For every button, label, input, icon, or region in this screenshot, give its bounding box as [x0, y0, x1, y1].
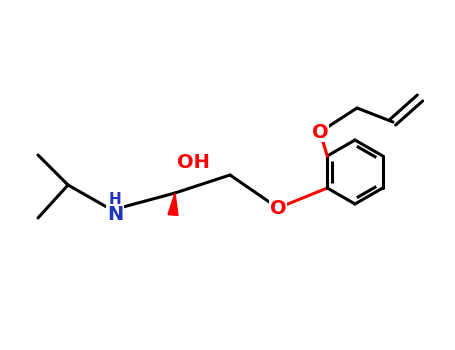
Text: H: H [109, 191, 121, 206]
Text: O: O [312, 122, 329, 141]
Text: N: N [107, 204, 123, 224]
Text: OH: OH [177, 153, 209, 172]
Polygon shape [168, 193, 178, 216]
Text: O: O [270, 198, 286, 217]
